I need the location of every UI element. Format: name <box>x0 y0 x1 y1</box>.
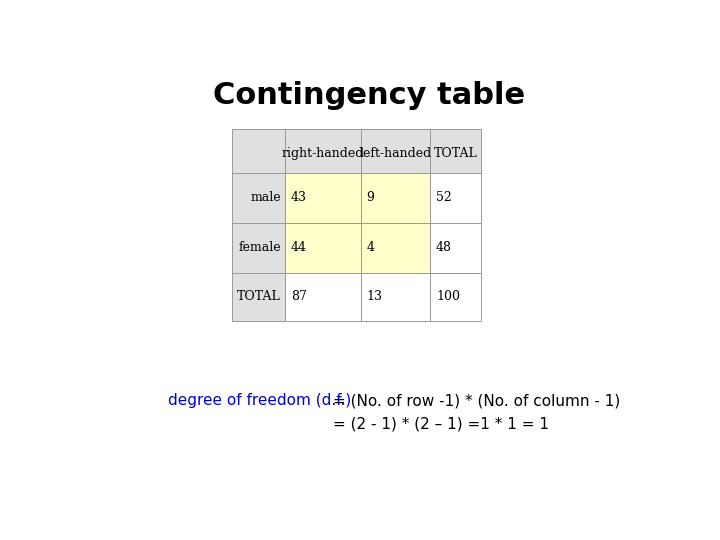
Text: 4: 4 <box>366 241 374 254</box>
Text: 43: 43 <box>291 191 307 204</box>
Bar <box>233 129 285 173</box>
Bar <box>361 273 431 321</box>
Text: 100: 100 <box>436 290 460 303</box>
Bar <box>431 273 481 321</box>
Bar <box>285 129 361 173</box>
Bar <box>361 173 431 223</box>
Text: 52: 52 <box>436 191 451 204</box>
Text: TOTAL: TOTAL <box>433 147 477 160</box>
Text: = (2 - 1) * (2 – 1) =1 * 1 = 1: = (2 - 1) * (2 – 1) =1 * 1 = 1 <box>333 416 549 431</box>
Text: = (No. of row -1) * (No. of column - 1): = (No. of row -1) * (No. of column - 1) <box>333 393 620 408</box>
Bar <box>431 129 481 173</box>
Bar <box>233 273 285 321</box>
Text: 44: 44 <box>291 241 307 254</box>
Text: male: male <box>251 191 281 204</box>
Text: degree of freedom (d.f.): degree of freedom (d.f.) <box>168 393 351 408</box>
Bar <box>233 223 285 273</box>
Bar <box>431 223 481 273</box>
Bar <box>361 223 431 273</box>
Text: 87: 87 <box>291 290 307 303</box>
Text: TOTAL: TOTAL <box>237 290 281 303</box>
Bar <box>285 273 361 321</box>
Bar <box>361 129 431 173</box>
Bar <box>285 173 361 223</box>
Text: 9: 9 <box>366 191 374 204</box>
Text: 13: 13 <box>366 290 382 303</box>
Text: right-handed: right-handed <box>282 147 364 160</box>
Text: Contingency table: Contingency table <box>213 82 525 111</box>
Text: female: female <box>238 241 281 254</box>
Text: left-handed: left-handed <box>359 147 431 160</box>
Bar <box>431 173 481 223</box>
Bar <box>285 223 361 273</box>
Bar <box>233 173 285 223</box>
Text: 48: 48 <box>436 241 452 254</box>
